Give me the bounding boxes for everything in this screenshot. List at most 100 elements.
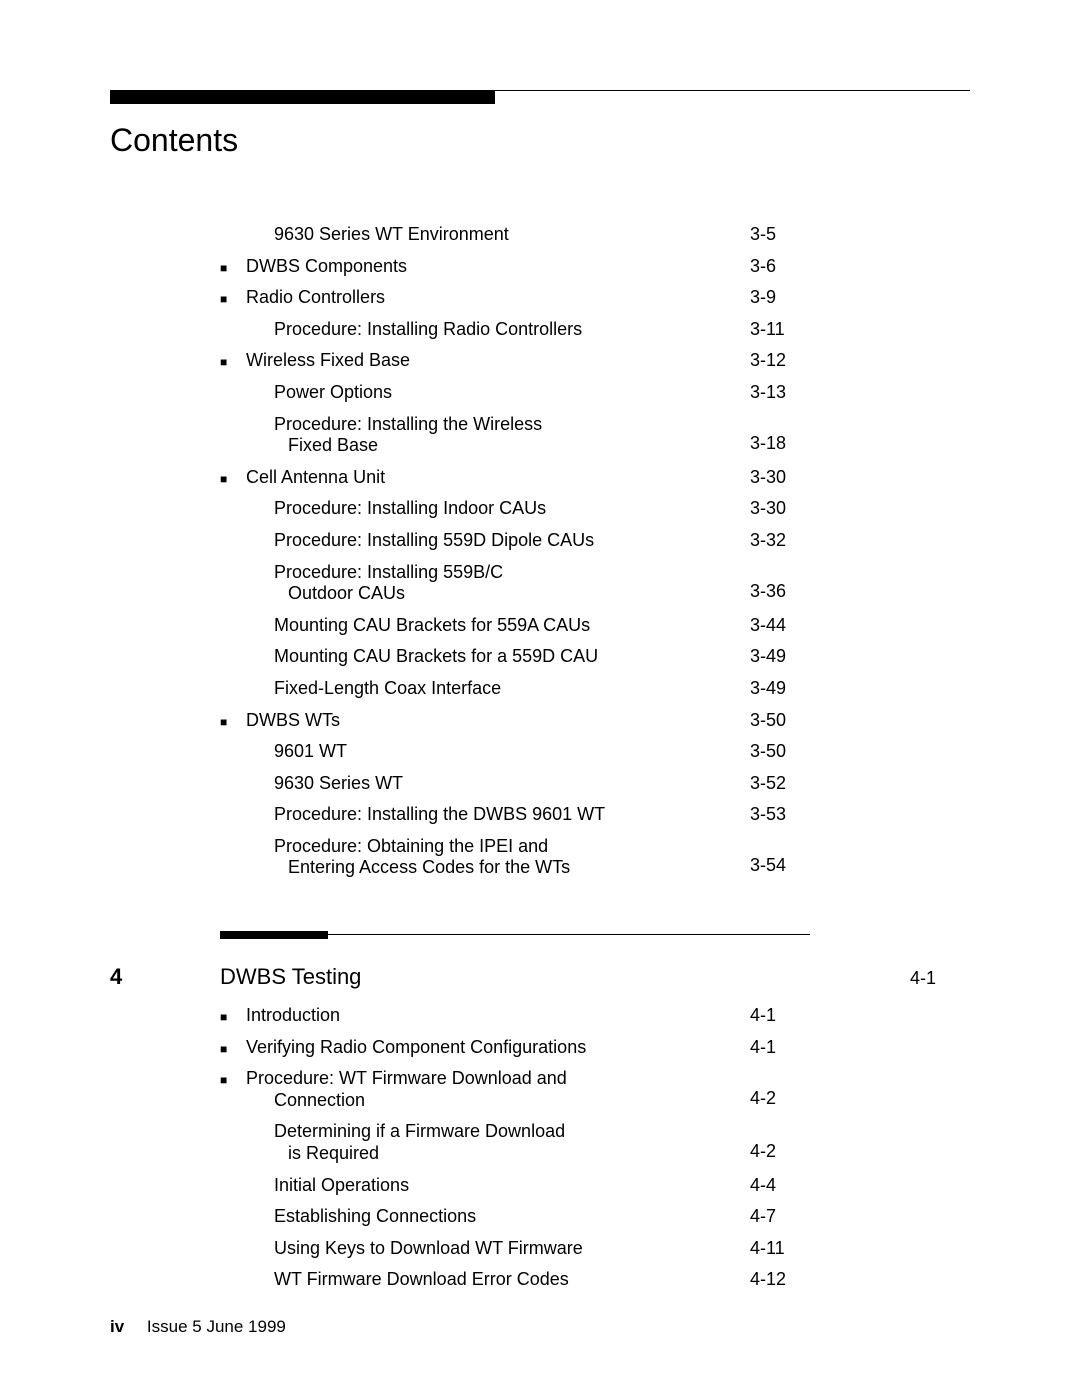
- toc-entry: ■9601 WT3-50: [220, 736, 810, 768]
- page-footer: iv Issue 5 June 1999: [110, 1317, 286, 1337]
- toc-entry: ■Fixed-Length Coax Interface3-49: [220, 673, 810, 705]
- top-rule-thick: [110, 90, 495, 104]
- toc-entry: ■Verifying Radio Component Configuration…: [220, 1032, 810, 1064]
- chapter-page: 4-1: [910, 964, 970, 990]
- toc-label: 9630 Series WT Environment: [246, 224, 750, 246]
- toc-entry: ■Mounting CAU Brackets for 559A CAUs3-44: [220, 610, 810, 642]
- toc-label: Mounting CAU Brackets for a 559D CAU: [246, 646, 750, 668]
- toc-page: 4-4: [750, 1175, 810, 1197]
- toc-label: Power Options: [246, 382, 750, 404]
- toc-page: 3-52: [750, 773, 810, 795]
- toc-entry: ■Using Keys to Download WT Firmware4-11: [220, 1233, 810, 1265]
- toc-label: Procedure: Installing Radio Controllers: [246, 319, 750, 341]
- toc-entry: ■WT Firmware Download Error Codes4-12: [220, 1264, 810, 1296]
- toc-label: Establishing Connections: [246, 1206, 750, 1228]
- toc-label: Cell Antenna Unit: [246, 467, 750, 489]
- toc-page: 3-30: [750, 498, 810, 520]
- toc-label: Mounting CAU Brackets for 559A CAUs: [246, 615, 750, 637]
- bullet-icon: ■: [220, 710, 246, 729]
- footer-page-number: iv: [110, 1317, 124, 1336]
- toc-page: 3-5: [750, 224, 810, 246]
- toc-page: 4-2: [750, 1088, 810, 1112]
- toc-page: 3-50: [750, 710, 810, 732]
- toc-page: 3-53: [750, 804, 810, 826]
- toc-entry: ■Procedure: Installing the DWBS 9601 WT3…: [220, 799, 810, 831]
- toc-chapter4: ■Introduction4-1■Verifying Radio Compone…: [220, 1000, 810, 1296]
- toc-entry: ■Procedure: Installing Indoor CAUs3-30: [220, 493, 810, 525]
- toc-page: 4-1: [750, 1005, 810, 1027]
- toc-entry: ■9630 Series WT3-52: [220, 768, 810, 800]
- toc-entry: ■Procedure: Installing 559B/COutdoor CAU…: [220, 557, 810, 610]
- toc-page: 4-1: [750, 1037, 810, 1059]
- toc-entry: ■Introduction4-1: [220, 1000, 810, 1032]
- toc-label: Fixed-Length Coax Interface: [246, 678, 750, 700]
- page-title: Contents: [110, 122, 970, 159]
- chapter-title-row: DWBS Testing 4-1: [220, 964, 970, 990]
- chapter-title: DWBS Testing: [220, 964, 910, 990]
- toc-label: Determining if a Firmware Downloadis Req…: [246, 1121, 750, 1164]
- chapter4-header: 4 DWBS Testing 4-1: [110, 964, 970, 990]
- toc-label: Using Keys to Download WT Firmware: [246, 1238, 750, 1260]
- bullet-icon: ■: [220, 287, 246, 306]
- toc-label: 9601 WT: [246, 741, 750, 763]
- toc-label: DWBS WTs: [246, 710, 750, 732]
- toc-label: Procedure: Installing the DWBS 9601 WT: [246, 804, 750, 826]
- toc-entry: ■DWBS Components3-6: [220, 251, 810, 283]
- toc-chapter3: ■9630 Series WT Environment3-5■DWBS Comp…: [220, 219, 810, 884]
- toc-page: 3-49: [750, 678, 810, 700]
- toc-page: 3-18: [750, 433, 810, 457]
- bullet-icon: ■: [220, 467, 246, 486]
- toc-entry: ■DWBS WTs3-50: [220, 705, 810, 737]
- toc-label: Initial Operations: [246, 1175, 750, 1197]
- footer-text: Issue 5 June 1999: [147, 1317, 286, 1336]
- toc-page: 4-12: [750, 1269, 810, 1291]
- toc-page: 3-54: [750, 855, 810, 879]
- bullet-icon: ■: [220, 1068, 246, 1087]
- toc-label: Wireless Fixed Base: [246, 350, 750, 372]
- toc-entry: ■Procedure: Installing 559D Dipole CAUs3…: [220, 525, 810, 557]
- toc-label: Procedure: Obtaining the IPEI andEnterin…: [246, 836, 750, 879]
- toc-label: Radio Controllers: [246, 287, 750, 309]
- bullet-icon: ■: [220, 256, 246, 275]
- toc-entry: ■Cell Antenna Unit3-30: [220, 462, 810, 494]
- toc-page: 3-50: [750, 741, 810, 763]
- toc-entry: ■Wireless Fixed Base3-12: [220, 345, 810, 377]
- toc-page: 3-9: [750, 287, 810, 309]
- toc-page: 3-30: [750, 467, 810, 489]
- toc-label: WT Firmware Download Error Codes: [246, 1269, 750, 1291]
- toc-page: 4-11: [750, 1238, 810, 1260]
- toc-entry: ■Establishing Connections4-7: [220, 1201, 810, 1233]
- toc-page: 3-11: [750, 319, 810, 341]
- toc-page: 3-44: [750, 615, 810, 637]
- toc-label: Verifying Radio Component Configurations: [246, 1037, 750, 1059]
- toc-page: 3-13: [750, 382, 810, 404]
- toc-entry: ■Procedure: Installing Radio Controllers…: [220, 314, 810, 346]
- toc-label: Procedure: WT Firmware Download andConne…: [246, 1068, 750, 1111]
- bullet-icon: ■: [220, 1037, 246, 1056]
- page: Contents ■9630 Series WT Environment3-5■…: [0, 0, 1080, 1397]
- bullet-icon: ■: [220, 350, 246, 369]
- toc-page: 3-49: [750, 646, 810, 668]
- chapter4-block: [220, 934, 810, 944]
- top-rule: [110, 90, 970, 104]
- toc-label: 9630 Series WT: [246, 773, 750, 795]
- toc-entry: ■Determining if a Firmware Downloadis Re…: [220, 1116, 810, 1169]
- toc-page: 4-7: [750, 1206, 810, 1228]
- toc-page: 3-6: [750, 256, 810, 278]
- toc-entry: ■9630 Series WT Environment3-5: [220, 219, 810, 251]
- toc-label: Procedure: Installing the WirelessFixed …: [246, 414, 750, 457]
- toc-page: 3-32: [750, 530, 810, 552]
- toc-entry: ■Initial Operations4-4: [220, 1170, 810, 1202]
- toc-entry: ■Procedure: WT Firmware Download andConn…: [220, 1063, 810, 1116]
- toc-label: Procedure: Installing Indoor CAUs: [246, 498, 750, 520]
- toc-page: 3-12: [750, 350, 810, 372]
- toc-entry: ■Procedure: Obtaining the IPEI andEnteri…: [220, 831, 810, 884]
- toc-label: DWBS Components: [246, 256, 750, 278]
- toc-label: Procedure: Installing 559B/COutdoor CAUs: [246, 562, 750, 605]
- toc-entry: ■Mounting CAU Brackets for a 559D CAU3-4…: [220, 641, 810, 673]
- toc-entry: ■Power Options3-13: [220, 377, 810, 409]
- chapter-number: 4: [110, 964, 220, 990]
- chapter-separator: [220, 934, 810, 944]
- toc-label: Introduction: [246, 1005, 750, 1027]
- bullet-icon: ■: [220, 1005, 246, 1024]
